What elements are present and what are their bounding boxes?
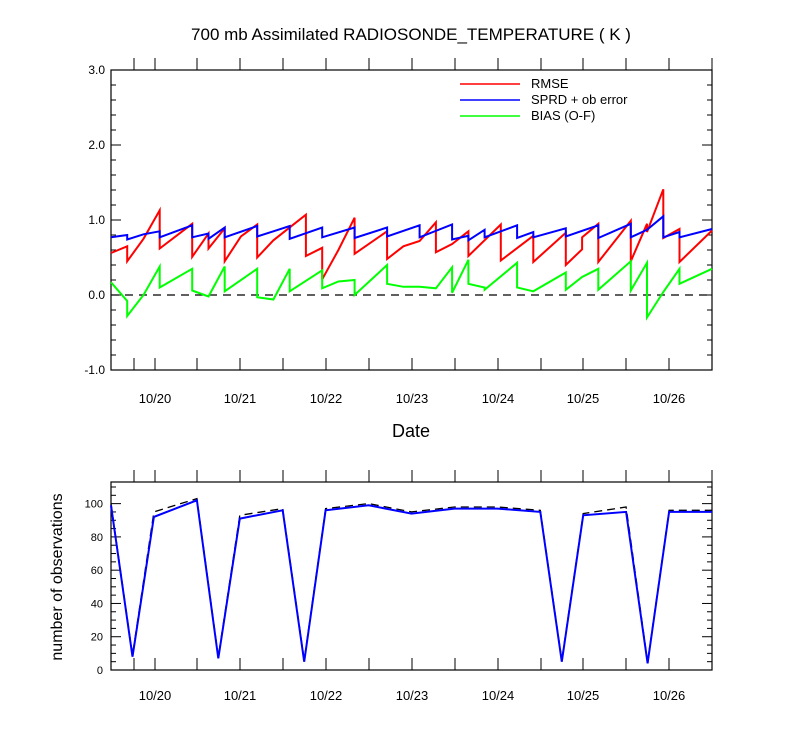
bottom-x-tick-label: 10/26 xyxy=(653,688,686,703)
top-y-tick-label: 0.0 xyxy=(88,288,105,302)
bottom-y-tick-label: 0 xyxy=(97,665,103,677)
bottom-x-tick-label: 10/23 xyxy=(396,688,429,703)
bottom-x-tick-label: 10/21 xyxy=(224,688,257,703)
legend-label: RMSE xyxy=(531,76,569,91)
series-line-sprd-ob-error xyxy=(110,214,713,243)
bottom-y-axis-label: number of observations xyxy=(49,493,66,660)
bottom-y-tick-label: 60 xyxy=(91,565,103,577)
bottom-y-tick-label: 100 xyxy=(85,499,103,511)
top-x-tick-label: 10/24 xyxy=(482,391,515,406)
top-x-axis: 10/20 10/21 10/22 10/23 10/24 10/25 10/26 xyxy=(133,58,713,406)
bottom-series-line-dashed xyxy=(110,497,712,662)
series-line-bias-o-f xyxy=(110,259,713,321)
bottom-x-tick-label: 10/20 xyxy=(139,688,172,703)
top-x-tick-label: 10/26 xyxy=(653,391,686,406)
bottom-y-tick-label: 40 xyxy=(91,598,103,610)
top-y-axis: -1.0 0.0 1.0 2.0 3.0 xyxy=(84,63,712,377)
chart-title: 700 mb Assimilated RADIOSONDE_TEMPERATUR… xyxy=(191,25,631,44)
top-y-tick-label: 2.0 xyxy=(88,138,105,152)
top-y-tick-label: -1.0 xyxy=(84,363,105,377)
top-plot-frame xyxy=(110,69,713,371)
top-x-tick-label: 10/21 xyxy=(224,391,257,406)
bottom-y-tick-label: 20 xyxy=(91,632,103,644)
top-x-tick-label: 10/20 xyxy=(139,391,172,406)
bottom-series-line-solid xyxy=(110,498,712,664)
bottom-x-tick-label: 10/24 xyxy=(482,688,515,703)
top-x-tick-label: 10/23 xyxy=(396,391,429,406)
bottom-x-tick-label: 10/22 xyxy=(310,688,343,703)
bottom-plot-frame xyxy=(110,481,713,671)
bottom-x-tick-label: 10/25 xyxy=(567,688,600,703)
bottom-x-axis: 10/20 10/21 10/22 10/23 10/24 10/25 10/26 xyxy=(133,470,713,703)
top-y-tick-label: 3.0 xyxy=(88,63,105,77)
bottom-y-tick-label: 80 xyxy=(91,532,103,544)
legend-label: SPRD + ob error xyxy=(531,92,628,107)
legend-label: BIAS (O-F) xyxy=(531,108,595,123)
top-x-tick-label: 10/25 xyxy=(567,391,600,406)
bottom-y-axis: 0 20 40 60 80 100 xyxy=(85,486,712,677)
top-x-tick-label: 10/22 xyxy=(310,391,343,406)
top-y-tick-label: 1.0 xyxy=(88,213,105,227)
top-x-axis-label: Date xyxy=(392,421,430,441)
